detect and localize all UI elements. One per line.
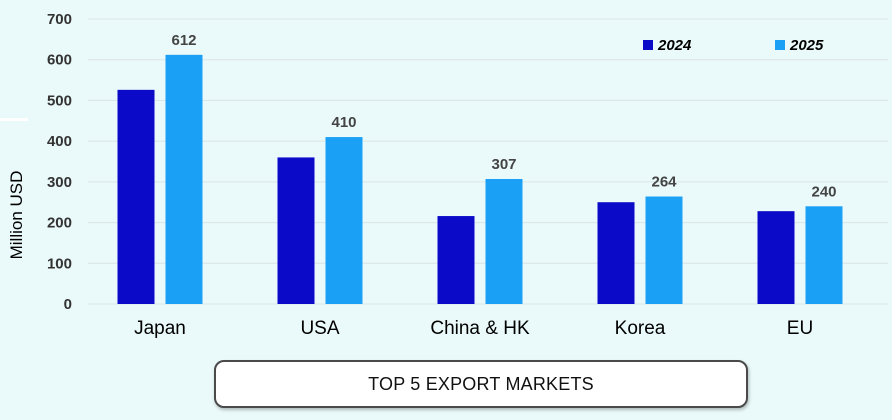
data-label: 410 xyxy=(331,114,356,131)
caption-text: TOP 5 EXPORT MARKETS xyxy=(368,373,594,394)
bar-2024-usa xyxy=(277,157,315,304)
bar-2025-china-hk xyxy=(485,179,523,304)
y-tick-label: 600 xyxy=(47,52,72,69)
y-tick-label: 500 xyxy=(47,92,72,109)
bar-2025-korea xyxy=(645,196,683,304)
y-tick-label: 0 xyxy=(64,296,72,313)
bar-chart: 0 100 200 300 400 500 600 700 Million USD 612 Japa… xyxy=(7,11,888,339)
bar-2025-usa xyxy=(325,137,363,304)
data-label: 240 xyxy=(811,183,836,200)
x-tick-label: USA xyxy=(300,318,339,339)
caption-box: TOP 5 EXPORT MARKETS xyxy=(214,360,748,408)
legend-swatch-2025 xyxy=(775,40,785,50)
x-tick-label: Korea xyxy=(615,318,666,339)
bar-2024-china-hk xyxy=(437,216,475,304)
y-tick-label: 100 xyxy=(47,255,72,272)
y-tick-label: 400 xyxy=(47,133,72,150)
y-axis-title: Million USD xyxy=(7,171,26,260)
bar-2024-eu xyxy=(757,211,795,304)
legend-swatch-2024 xyxy=(643,40,653,50)
x-tick-label: China & HK xyxy=(430,318,530,339)
data-label: 307 xyxy=(491,156,516,173)
legend-label-2025: 2025 xyxy=(789,37,824,54)
x-tick-label: EU xyxy=(787,318,813,339)
y-tick-label: 300 xyxy=(47,174,72,191)
y-tick-label: 200 xyxy=(47,215,72,232)
bar-2025-japan xyxy=(165,54,203,305)
edge-mark xyxy=(0,118,28,121)
bar-2025-eu xyxy=(805,206,843,304)
data-label: 264 xyxy=(651,174,677,191)
y-tick-label: 700 xyxy=(47,11,72,28)
data-label: 612 xyxy=(171,32,196,49)
bar-2024-korea xyxy=(597,202,635,304)
x-tick-label: Japan xyxy=(134,318,186,339)
bar-2024-japan xyxy=(117,89,155,304)
legend-label-2024: 2024 xyxy=(657,37,692,54)
